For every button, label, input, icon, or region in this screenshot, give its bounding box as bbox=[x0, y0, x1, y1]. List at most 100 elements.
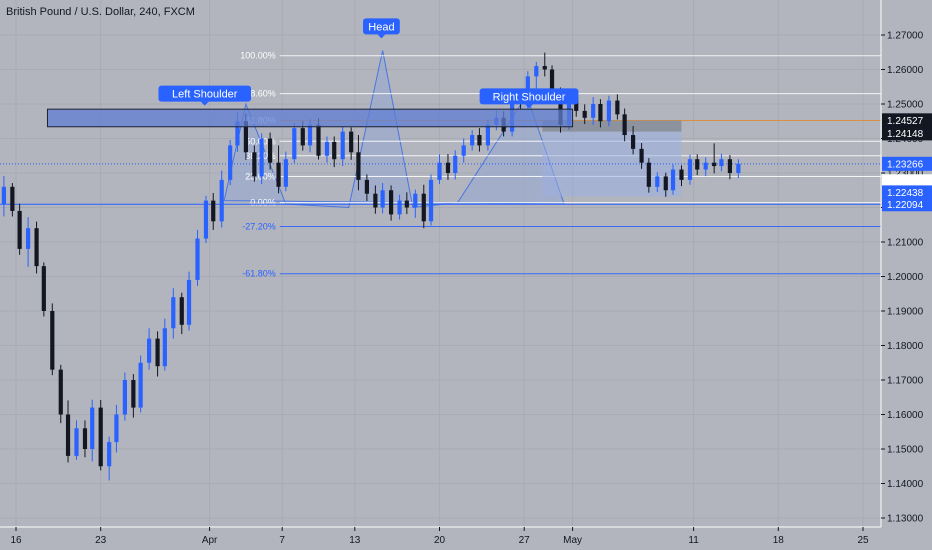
candle-body bbox=[10, 186, 15, 211]
candle-body bbox=[98, 407, 103, 467]
pattern-label-text: Head bbox=[368, 21, 394, 33]
candle-body bbox=[41, 266, 46, 311]
resistance-zone bbox=[46, 108, 574, 128]
price-tick-label: 1.21000 bbox=[887, 238, 924, 249]
candle-body bbox=[542, 66, 547, 70]
candle-body bbox=[663, 176, 668, 191]
price-tick-label: 1.27000 bbox=[887, 31, 924, 42]
chart-title: British Pound / U.S. Dollar, 240, FXCM bbox=[6, 6, 195, 18]
time-tick-label: 27 bbox=[519, 535, 531, 546]
candle-body bbox=[147, 338, 152, 363]
candle-body bbox=[687, 159, 693, 180]
candle-body bbox=[421, 193, 426, 222]
pattern-label-pointer bbox=[525, 104, 534, 109]
pattern-label-text: Right Shoulder bbox=[493, 91, 566, 103]
pattern-label-box bbox=[479, 88, 579, 105]
candle-body bbox=[114, 414, 119, 443]
fib-label: -61.80% bbox=[242, 269, 276, 279]
candle-body bbox=[591, 104, 596, 118]
candle-body bbox=[461, 145, 466, 156]
candle-body bbox=[186, 279, 192, 325]
candle-body bbox=[437, 162, 442, 180]
candle-body bbox=[268, 138, 273, 163]
candle-body bbox=[703, 162, 708, 170]
candle-body bbox=[727, 159, 732, 173]
price-tick-label: 1.18000 bbox=[887, 341, 924, 352]
candle-body bbox=[364, 179, 369, 194]
price-tick-label: 1.20000 bbox=[887, 272, 924, 283]
fib-label: 100.00% bbox=[240, 51, 276, 61]
price-badge bbox=[882, 174, 932, 189]
candle-body bbox=[380, 190, 385, 208]
candle-body bbox=[615, 100, 620, 115]
price-badge-text: 03:50:13 bbox=[887, 177, 926, 188]
price-tick-label: 1.23000 bbox=[887, 169, 924, 180]
candle-body bbox=[485, 124, 490, 146]
candle-body bbox=[138, 362, 143, 408]
candle-body bbox=[171, 297, 176, 329]
time-tick-label: Apr bbox=[202, 535, 218, 546]
drawing-overlays-top: Left Shoulder Head Right Shoulder bbox=[46, 18, 579, 128]
candle-body bbox=[228, 145, 233, 180]
candle-body bbox=[211, 200, 216, 222]
candle-body bbox=[50, 311, 55, 370]
candle-body bbox=[389, 190, 394, 215]
candle-body bbox=[340, 131, 345, 160]
time-tick-label: 11 bbox=[688, 535, 699, 546]
price-badge bbox=[882, 185, 932, 200]
price-tick-label: 1.19000 bbox=[887, 307, 924, 318]
candle-body bbox=[283, 159, 288, 187]
candle-body bbox=[646, 162, 651, 187]
candle-body bbox=[582, 110, 587, 118]
candle-body bbox=[534, 66, 539, 77]
price-badge bbox=[882, 156, 932, 171]
candle-body bbox=[397, 200, 402, 215]
candle-body bbox=[606, 100, 611, 122]
candle-body bbox=[349, 131, 354, 153]
price-badge-text: 1.22438 bbox=[887, 188, 924, 199]
candle-body bbox=[712, 162, 717, 167]
candle-body bbox=[17, 210, 22, 249]
candle-body bbox=[235, 121, 240, 146]
grid bbox=[0, 0, 881, 527]
candle-body bbox=[736, 163, 741, 173]
candle-body bbox=[316, 124, 321, 156]
time-tick-label: 23 bbox=[95, 535, 107, 546]
candle-body bbox=[195, 238, 200, 280]
candle-body bbox=[65, 414, 71, 456]
candle-body bbox=[622, 114, 627, 136]
price-tick-label: 1.26000 bbox=[887, 65, 924, 76]
price-badge-text: 1.23266 bbox=[887, 159, 924, 170]
time-tick-label: 25 bbox=[857, 535, 869, 546]
candle-body bbox=[300, 128, 305, 146]
price-tick-label: 1.17000 bbox=[887, 376, 924, 387]
candle-body bbox=[82, 428, 88, 449]
candle-body bbox=[90, 407, 95, 449]
candle-body bbox=[373, 193, 378, 208]
candle-body bbox=[719, 159, 724, 167]
candle-body bbox=[631, 135, 636, 149]
price-badge bbox=[882, 126, 932, 141]
candle-body bbox=[470, 135, 475, 146]
candle-body bbox=[243, 121, 248, 153]
price-badge bbox=[882, 197, 932, 212]
candle-body bbox=[203, 200, 209, 239]
candle-body bbox=[324, 141, 330, 156]
candle-body bbox=[252, 152, 257, 177]
pattern-label-box bbox=[158, 85, 252, 102]
time-tick-label: 7 bbox=[279, 535, 285, 546]
candle-body bbox=[74, 428, 79, 456]
candle-body bbox=[445, 162, 451, 173]
price-tick-label: 1.25000 bbox=[887, 100, 924, 111]
fib-label: 0.00% bbox=[250, 198, 276, 208]
price-badge-text: 1.22094 bbox=[887, 200, 924, 211]
candle-body bbox=[259, 138, 264, 177]
candle-body bbox=[655, 176, 660, 187]
candle-body bbox=[549, 69, 555, 94]
price-tick-label: 1.14000 bbox=[887, 479, 924, 490]
candle-body bbox=[292, 128, 297, 160]
candle-body bbox=[477, 135, 482, 146]
